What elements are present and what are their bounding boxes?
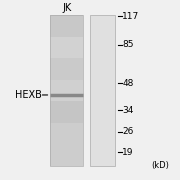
FancyBboxPatch shape [50, 101, 83, 123]
Text: 117: 117 [122, 12, 140, 21]
Text: HEXB: HEXB [15, 90, 42, 100]
FancyBboxPatch shape [50, 58, 83, 80]
FancyBboxPatch shape [50, 123, 83, 166]
Text: 34: 34 [122, 106, 134, 115]
Text: 48: 48 [122, 79, 134, 88]
FancyBboxPatch shape [50, 37, 83, 58]
FancyBboxPatch shape [50, 15, 83, 37]
Text: (kD): (kD) [151, 161, 169, 170]
FancyBboxPatch shape [50, 80, 83, 101]
Text: JK: JK [62, 3, 71, 13]
Text: 26: 26 [122, 127, 134, 136]
Text: 19: 19 [122, 148, 134, 157]
FancyBboxPatch shape [90, 15, 115, 166]
Text: 85: 85 [122, 40, 134, 49]
